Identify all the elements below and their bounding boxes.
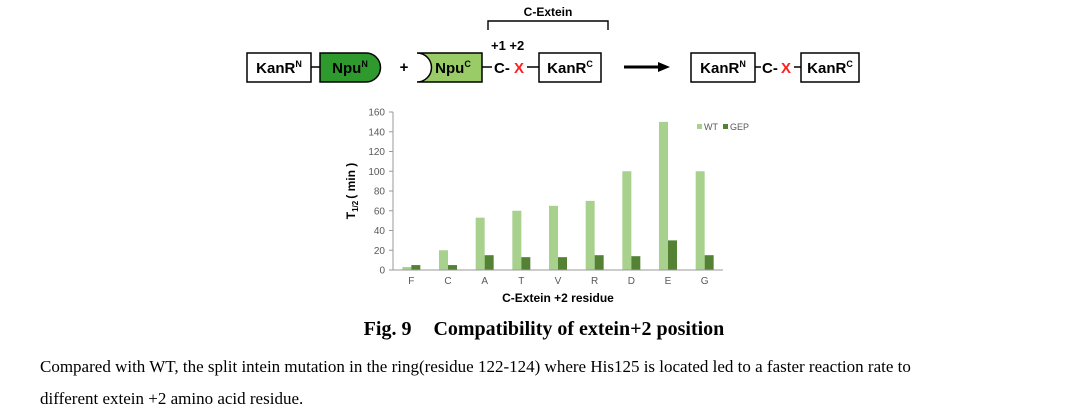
npu-n-label: NpuN <box>332 59 368 77</box>
product-kanr-c-box <box>800 52 860 83</box>
product-kanr-n-box <box>690 52 756 83</box>
product-kanr-n-label: KanRN <box>700 59 746 77</box>
x-tick-label: C <box>444 276 451 287</box>
product-x-residue-label: X <box>781 60 791 77</box>
positions-label: +1 +2 <box>491 38 524 53</box>
kanr-n-box <box>246 52 312 83</box>
legend-label-gep: GEP <box>730 122 749 132</box>
product-kanr-c-label: KanRC <box>807 59 853 77</box>
npu-c-shape <box>416 52 483 83</box>
legend: WT GEP <box>697 122 749 132</box>
kanr-c-box <box>538 52 602 83</box>
y-tick-label: 120 <box>368 147 385 158</box>
y-tick-label: 60 <box>374 206 386 217</box>
y-tick-label: 20 <box>374 246 386 257</box>
kanr-c-label: KanRC <box>547 59 593 77</box>
y-tick-label: 100 <box>368 167 385 178</box>
y-tick-label: 0 <box>379 266 385 277</box>
x-residue-label: X <box>514 60 524 77</box>
product-cys-label: C- <box>762 60 778 77</box>
bar-wt <box>512 210 522 270</box>
bar-gep <box>594 255 604 270</box>
x-tick-label: V <box>555 276 562 287</box>
figure-caption-title: Fig. 9 Compatibility of extein+2 position <box>0 318 1088 341</box>
y-tick-label: 160 <box>368 108 385 119</box>
bar-gep <box>448 265 457 270</box>
bar-wt <box>402 267 412 270</box>
bar-wt <box>585 200 595 270</box>
reaction-arrowhead <box>658 62 670 72</box>
npu-c-label: NpuC <box>435 59 471 77</box>
caption-line-2: different extein +2 amino acid residue. <box>40 389 304 408</box>
bar-wt <box>475 217 485 270</box>
caption-line-1: Compared with WT, the split intein mutat… <box>40 357 911 376</box>
figure-title: Compatibility of extein+2 position <box>433 318 725 340</box>
reaction-scheme: C-Extein +1 +2 KanRN NpuN + NpuC C- X Ka… <box>246 5 860 83</box>
y-tick-label: 40 <box>374 226 386 237</box>
y-tick-label: 80 <box>374 187 386 198</box>
legend-swatch-wt <box>697 124 702 129</box>
c-extein-label: C-Extein <box>524 5 573 19</box>
y-tick-label: 140 <box>368 127 385 138</box>
bar-wt <box>549 205 558 270</box>
cys-label: C- <box>494 60 510 77</box>
bar-chart: 0 20 40 60 80 100 120 140 160 F C A T V R D E G T1/2( mi… <box>344 108 749 306</box>
bar-gep <box>411 265 421 270</box>
x-tick-label: R <box>591 276 598 287</box>
bar-gep <box>558 257 567 270</box>
bar-gep <box>484 255 494 270</box>
bar-wt <box>622 171 632 270</box>
bar-wt <box>695 171 705 270</box>
x-tick-label: T <box>518 276 524 287</box>
x-tick-label: A <box>481 276 488 287</box>
y-axis-title: T1/2( min ) <box>344 163 360 219</box>
x-axis-title: C-Extein +2 residue <box>502 291 614 305</box>
bar-wt <box>439 250 448 270</box>
c-extein-bracket <box>487 20 609 30</box>
bar-wt <box>659 121 668 270</box>
figure-label: Fig. 9 <box>363 318 412 340</box>
x-tick-label: D <box>628 276 635 287</box>
kanr-n-label: KanRN <box>256 59 302 77</box>
bar-gep <box>521 257 531 270</box>
legend-swatch-gep <box>723 124 728 129</box>
plus-sign: + <box>400 59 409 76</box>
legend-label-wt: WT <box>704 122 718 132</box>
bars <box>402 121 714 270</box>
x-tick-label: G <box>701 276 709 287</box>
y-axis: 0 20 40 60 80 100 120 140 160 <box>368 108 394 277</box>
bar-gep <box>631 256 641 270</box>
npu-n-shape <box>319 52 382 83</box>
bar-gep <box>704 255 714 270</box>
x-tick-label: F <box>408 276 414 287</box>
bar-gep <box>668 240 677 270</box>
x-tick-label: E <box>665 276 672 287</box>
